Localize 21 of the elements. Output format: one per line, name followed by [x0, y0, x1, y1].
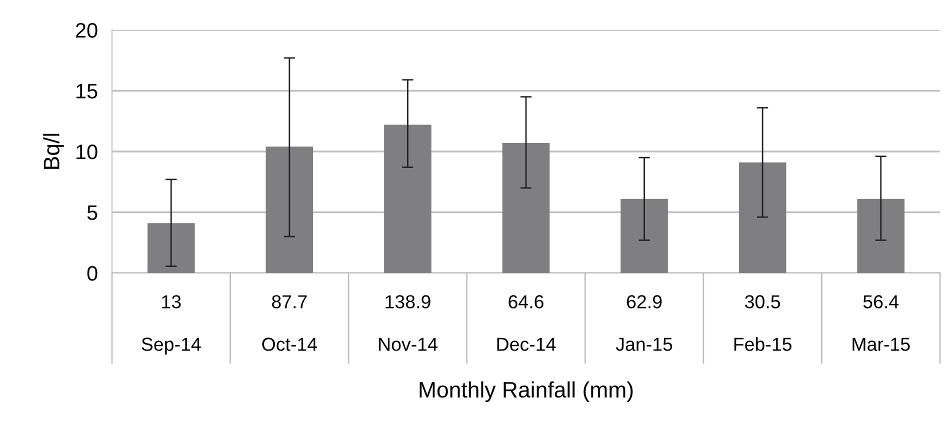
category-label: 13 Sep-14: [142, 295, 201, 355]
bar: [857, 198, 905, 273]
y-tick-label: 0: [87, 266, 98, 281]
y-tick-label: 5: [87, 205, 98, 220]
bar: [384, 124, 432, 273]
category-label: 87.7 Oct-14: [262, 295, 318, 351]
category-label: 138.9 Nov-14: [379, 295, 438, 351]
y-tick-label: 10: [76, 144, 98, 160]
bar: [147, 223, 195, 273]
y-tick-label: 15: [76, 84, 98, 99]
y-axis-title: Bq/l: [43, 134, 64, 169]
bar: [266, 146, 314, 273]
bar: [738, 162, 786, 273]
category-label: 30.5 Feb-15: [734, 295, 792, 351]
category-label: 64.6 Dec-14: [497, 295, 556, 351]
category-label: 56.4 Mar-15: [852, 295, 910, 351]
x-axis-title: Monthly Rainfall (mm): [420, 381, 633, 402]
bar: [620, 198, 668, 273]
y-tick-label: 20: [76, 23, 98, 38]
category-label: 62.9 Jan-15: [616, 295, 672, 351]
bar: [502, 142, 550, 273]
